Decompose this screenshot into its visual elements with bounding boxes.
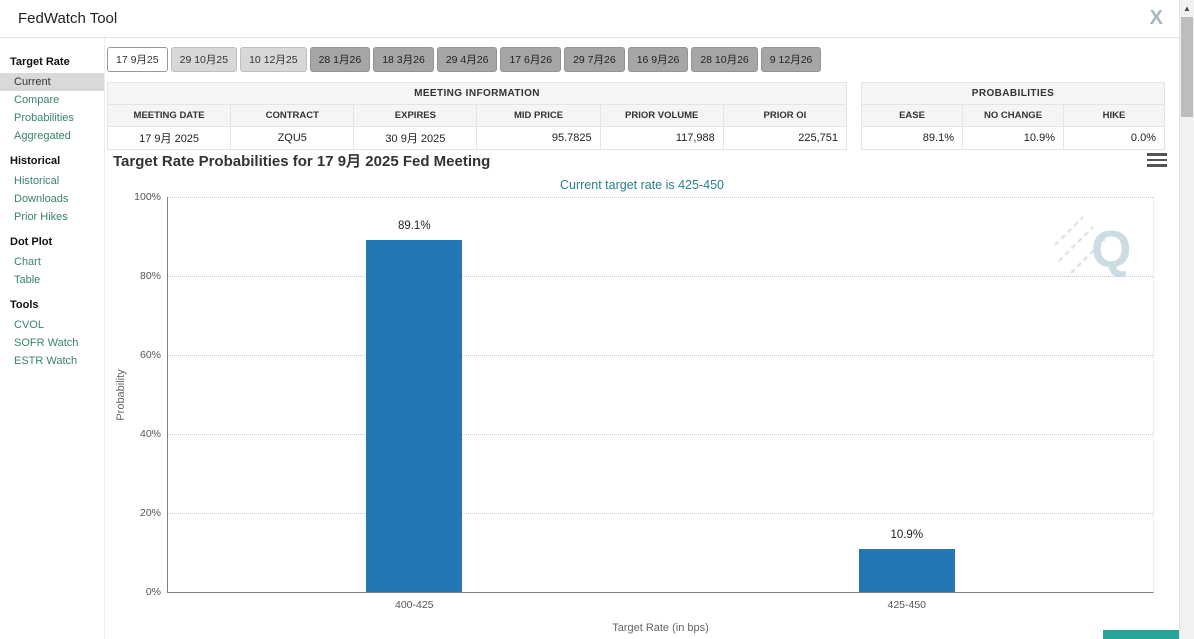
sidebar-item-cvol[interactable]: CVOL [14,319,44,331]
probability-chart: Target Rate Probabilities for 17 9月 2025… [105,140,1179,639]
meeting-info-col-expires: EXPIRES [353,104,478,127]
svg-text:Q: Q [1091,221,1131,279]
sidebar-item-sofr-watch[interactable]: SOFR Watch [14,337,79,349]
quikstrike-watermark: Q [1053,211,1131,288]
footer-strip [1103,630,1179,639]
probabilities-row: 89.1% 10.9% 0.0% [861,126,1165,150]
y-tick-label-80: 80% [139,270,161,282]
scroll-up-arrow[interactable]: ▲ [1183,3,1191,13]
sidebar-item-aggregated[interactable]: Aggregated [14,130,71,142]
sidebar-item-current[interactable]: Current [0,73,104,91]
tab-9-12-26[interactable]: 9 12月26 [760,47,822,72]
y-gridline-40 [168,434,1153,435]
meeting-info-col-mid-price: MID PRICE [476,104,601,127]
info-tables: MEETING INFORMATION MEETING DATE CONTRACT E… [106,82,1165,150]
tab-17-9-25[interactable]: 17 9月25 [107,47,168,72]
bar-value-label-425-450: 10.9% [890,528,924,541]
probabilities-cell-no-change: 10.9% [962,126,1064,150]
chart-subtitle: Current target rate is 425-450 [560,178,724,192]
bar-425-450[interactable] [858,548,955,592]
sidebar-item-historical[interactable]: Historical [14,175,60,187]
y-gridline-80 [168,276,1153,277]
probabilities-col-no-change: NO CHANGE [962,104,1064,127]
tab-28-10-26[interactable]: 28 10月26 [691,47,758,72]
scroll-thumb[interactable] [1181,17,1193,117]
y-gridline-100 [168,197,1153,198]
meeting-info-row: 17 9月 2025 ZQU5 30 9月 2025 95.7825 117,988 22… [106,126,848,150]
y-tick-label-0: 0% [145,586,161,598]
chart-title: Target Rate Probabilities for 17 9月 2025… [113,153,491,170]
meeting-info-cell-expires: 30 9月 2025 [353,126,478,150]
sidebar-group-title-dot-plot: Dot Plot [10,236,53,248]
meeting-info-col-contract: CONTRACT [230,104,355,127]
probabilities-title: PROBABILITIES [861,82,1165,105]
sidebar-item-probabilities[interactable]: Probabilities [14,112,74,124]
chart-menu-icon[interactable] [1147,150,1167,170]
x-category-label-425-450: 425-450 [887,599,927,611]
tab-16-9-26[interactable]: 16 9月26 [627,47,689,72]
bar-400-425[interactable] [366,240,463,592]
meeting-info-col-prior-oi: PRIOR OI [722,104,848,127]
x-category-label-400-425: 400-425 [394,599,434,611]
tab-18-3-26[interactable]: 18 3月26 [373,47,434,72]
meeting-info-cell-contract: ZQU5 [230,126,355,150]
y-tick-label-40: 40% [139,428,161,440]
plot-area: Q 100% 80% 60% 40% 20% 0% 89.1% 400-425 10.9% 425… [134,191,1154,611]
meeting-info-cell-prior-oi: 225,751 [722,126,848,150]
tab-17-6-26[interactable]: 17 6月26 [500,47,562,72]
sidebar-nav: Target Rate Current Compare Probabilities Ag… [0,38,104,639]
sidebar-item-estr-watch[interactable]: ESTR Watch [14,355,78,367]
y-tick-label-60: 60% [139,349,161,361]
y-tick-label-100: 100% [134,191,161,203]
sidebar-group-title-tools: Tools [10,299,39,311]
tab-29-4-26[interactable]: 29 4月26 [436,47,498,72]
tab-10-12-25[interactable]: 10 12月25 [240,47,307,72]
tab-28-1-26[interactable]: 28 1月26 [309,47,371,72]
bar-value-label-400-425: 89.1% [397,220,431,233]
probabilities-table: PROBABILITIES EASE NO CHANGE HIKE 89.1% 10.9%… [861,82,1165,150]
sidebar-item-compare[interactable]: Compare [14,94,60,106]
sidebar-group-title-historical: Historical [10,155,61,167]
meeting-info-title: MEETING INFORMATION [107,82,847,105]
probabilities-col-hike: HIKE [1063,104,1165,127]
sidebar-item-downloads[interactable]: Downloads [14,193,69,205]
sidebar-group-title-target-rate: Target Rate [10,56,70,68]
y-gridline-20 [168,513,1153,514]
meeting-info-col-meeting-date: MEETING DATE [106,104,232,127]
meeting-info-col-prior-volume: PRIOR VOLUME [599,104,724,127]
y-gridline-60 [168,355,1153,356]
probabilities-cell-hike: 0.0% [1063,126,1165,150]
probabilities-col-ease: EASE [861,104,963,127]
x-social-icon[interactable]: X [1149,7,1163,29]
meeting-info-cell-meeting-date: 17 9月 2025 [106,126,232,150]
meeting-tabs: 17 9月25 29 10月25 10 12月25 28 1月26 18 3月26 29 … [105,38,1179,72]
main-content: 17 9月25 29 10月25 10 12月25 28 1月26 18 3月26 29 … [104,38,1179,639]
y-axis-title: Probability [115,369,127,421]
meeting-info-cell-prior-volume: 117,988 [599,126,724,150]
tab-29-10-25[interactable]: 29 10月25 [170,47,238,72]
page-header: FedWatch Tool X [0,0,1179,38]
page-title: FedWatch Tool [18,10,118,27]
vertical-scrollbar[interactable]: ▲ [1179,0,1194,639]
meeting-info-table: MEETING INFORMATION MEETING DATE CONTRACT E… [106,82,848,150]
sidebar-item-prior-hikes[interactable]: Prior Hikes [14,211,68,223]
x-axis-title: Target Rate (in bps) [612,622,709,634]
sidebar-item-table[interactable]: Table [14,274,41,286]
sidebar-item-chart[interactable]: Chart [14,256,41,268]
tab-29-7-26[interactable]: 29 7月26 [564,47,625,72]
y-tick-label-20: 20% [139,507,161,519]
